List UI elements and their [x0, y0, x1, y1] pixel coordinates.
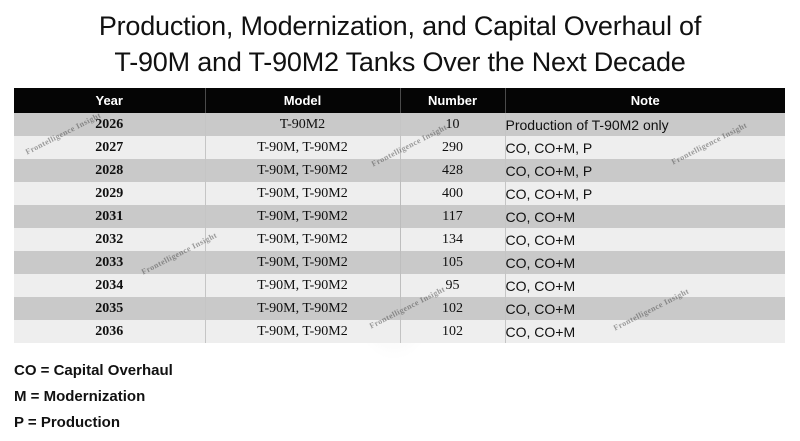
table-row: 2036 T-90M, T-90M2 102 CO, CO+M: [14, 320, 785, 343]
table-cell-number: 428: [400, 159, 506, 182]
table-cell-year: 2029: [14, 182, 206, 205]
table-cell-model: T-90M, T-90M2: [205, 228, 401, 251]
table-cell-note: CO, CO+M: [505, 274, 785, 297]
table-cell-model: T-90M, T-90M2: [205, 297, 401, 320]
table-cell-model: T-90M2: [205, 113, 401, 136]
table-row: 2031 T-90M, T-90M2 117 CO, CO+M: [14, 205, 785, 228]
table-row: 2028 T-90M, T-90M2 428 CO, CO+M, P: [14, 159, 785, 182]
table-cell-note: CO, CO+M: [505, 320, 785, 343]
table-cell-number: 102: [400, 320, 506, 343]
schedule-table: Year Model Number Note 2026 T-90M2 10 Produ…: [14, 88, 785, 343]
table-header-row: Year Model Number Note: [14, 88, 785, 113]
table-cell-model: T-90M, T-90M2: [205, 320, 401, 343]
column-header-note: Note: [505, 88, 785, 113]
table-cell-model: T-90M, T-90M2: [205, 205, 401, 228]
legend: CO = Capital Overhaul M = Modernization P …: [14, 358, 173, 436]
column-header-year: Year: [14, 88, 206, 113]
column-header-number: Number: [400, 88, 506, 113]
table-cell-number: 105: [400, 251, 506, 274]
table-cell-year: 2032: [14, 228, 206, 251]
table-cell-note: CO, CO+M: [505, 205, 785, 228]
legend-line: CO = Capital Overhaul: [14, 362, 173, 379]
table-cell-year: 2034: [14, 274, 206, 297]
table-cell-year: 2026: [14, 113, 206, 136]
table-cell-number: 10: [400, 113, 506, 136]
table-row: 2033 T-90M, T-90M2 105 CO, CO+M: [14, 251, 785, 274]
table-row: 2034 T-90M, T-90M2 95 CO, CO+M: [14, 274, 785, 297]
page-title: Production, Modernization, and Capital O…: [0, 0, 800, 80]
table-header: Year Model Number Note: [14, 88, 785, 113]
legend-line: P = Production: [14, 414, 120, 431]
page-title-line-2: T-90M and T-90M2 Tanks Over the Next Dec…: [114, 47, 686, 77]
table-cell-number: 290: [400, 136, 506, 159]
table-cell-note: Production of T-90M2 only: [505, 113, 785, 136]
table-cell-note: CO, CO+M, P: [505, 182, 785, 205]
table-cell-number: 117: [400, 205, 506, 228]
table-row: 2029 T-90M, T-90M2 400 CO, CO+M, P: [14, 182, 785, 205]
schedule-table-container: Year Model Number Note 2026 T-90M2 10 Produ…: [14, 88, 785, 343]
table-cell-note: CO, CO+M, P: [505, 159, 785, 182]
table-cell-number: 102: [400, 297, 506, 320]
table-row: 2032 T-90M, T-90M2 134 CO, CO+M: [14, 228, 785, 251]
table-cell-note: CO, CO+M: [505, 228, 785, 251]
table-cell-note: CO, CO+M, P: [505, 136, 785, 159]
table-cell-year: 2031: [14, 205, 206, 228]
table-cell-model: T-90M, T-90M2: [205, 136, 401, 159]
table-row: 2026 T-90M2 10 Production of T-90M2 only: [14, 113, 785, 136]
table-cell-year: 2036: [14, 320, 206, 343]
table-cell-year: 2027: [14, 136, 206, 159]
page-title-line-1: Production, Modernization, and Capital O…: [98, 11, 702, 41]
table-row: 2027 T-90M, T-90M2 290 CO, CO+M, P: [14, 136, 785, 159]
column-header-model: Model: [205, 88, 401, 113]
table-cell-number: 400: [400, 182, 506, 205]
table-cell-number: 95: [400, 274, 506, 297]
table-cell-year: 2035: [14, 297, 206, 320]
table-body: 2026 T-90M2 10 Production of T-90M2 only 202…: [14, 113, 785, 343]
table-cell-note: CO, CO+M: [505, 251, 785, 274]
table-row: 2035 T-90M, T-90M2 102 CO, CO+M: [14, 297, 785, 320]
legend-line: M = Modernization: [14, 388, 146, 405]
table-cell-model: T-90M, T-90M2: [205, 159, 401, 182]
table-cell-number: 134: [400, 228, 506, 251]
table-cell-model: T-90M, T-90M2: [205, 182, 401, 205]
table-cell-model: T-90M, T-90M2: [205, 274, 401, 297]
table-cell-year: 2033: [14, 251, 206, 274]
table-cell-note: CO, CO+M: [505, 297, 785, 320]
table-cell-year: 2028: [14, 159, 206, 182]
table-cell-model: T-90M, T-90M2: [205, 251, 401, 274]
